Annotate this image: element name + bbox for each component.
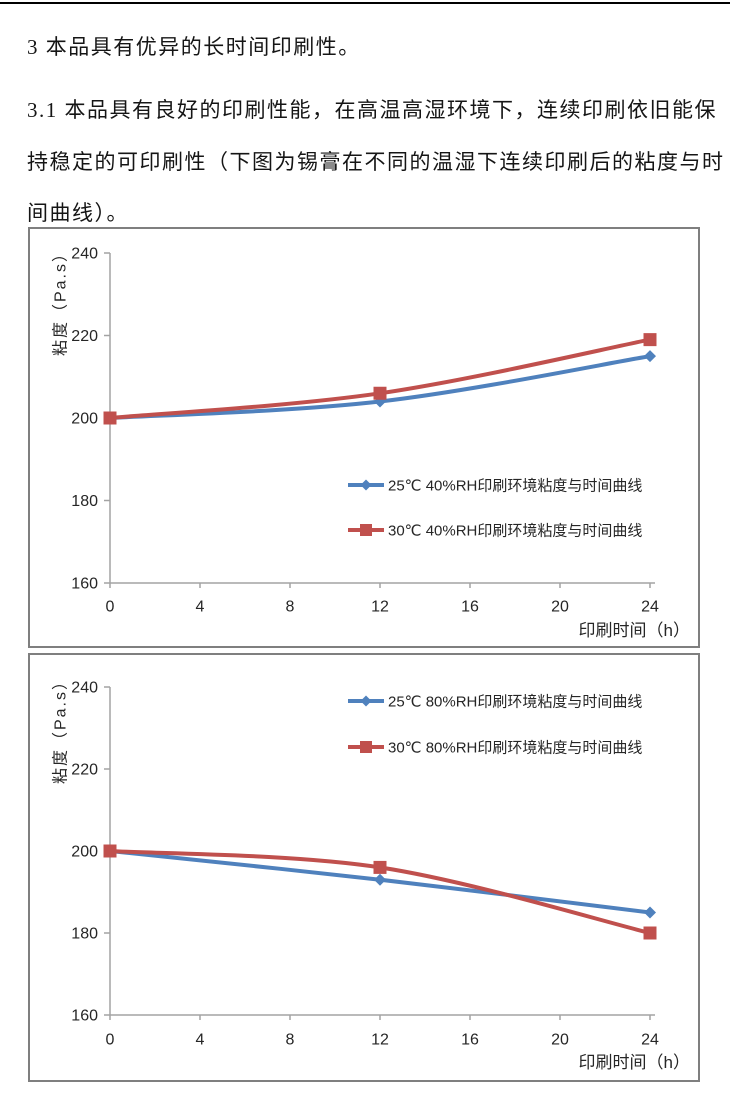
x-tick-label: 12 — [371, 599, 389, 616]
x-tick-label: 0 — [106, 599, 115, 616]
paragraph-body-line-2: 持稳定的可印刷性（下图为锡膏在不同的温湿下连续印刷后的粘度与时 — [27, 150, 725, 174]
y-axis-title: 粘度（Pa.s） — [52, 244, 70, 356]
marker-diamond — [360, 479, 372, 491]
y-tick-label: 180 — [71, 926, 98, 943]
marker-diamond — [644, 906, 656, 919]
x-tick-label: 4 — [196, 599, 205, 616]
marker-diamond — [360, 695, 372, 707]
marker-square — [373, 386, 387, 400]
x-tick-label: 24 — [641, 599, 659, 616]
paragraph-body-line-1: 3.1 本品具有良好的印刷性能，在高温高湿环境下，连续印刷依旧能保 — [27, 98, 717, 122]
marker-diamond — [374, 873, 386, 886]
viscosity-time-chart-80rh: 160 180 200 220 240 0 4 8 12 16 20 24 粘度（Pa.s） 印刷时间（h… — [28, 653, 700, 1082]
y-tick-label: 220 — [71, 328, 98, 345]
x-tick-label: 24 — [641, 1032, 659, 1049]
x-axis-title: 印刷时间（h） — [579, 621, 690, 640]
marker-square — [103, 411, 117, 425]
marker-square — [373, 860, 387, 874]
y-axis-title: 粘度（Pa.s） — [52, 672, 70, 784]
legend-label: 30℃ 40%RH印刷环境粘度与时间曲线 — [388, 521, 642, 539]
legend-label: 30℃ 80%RH印刷环境粘度与时间曲线 — [388, 738, 642, 756]
x-tick-label: 16 — [461, 599, 479, 616]
paragraph-heading: 3 本品具有优异的长时间印刷性。 — [27, 35, 361, 59]
legend-label: 25℃ 40%RH印刷环境粘度与时间曲线 — [388, 476, 642, 494]
x-tick-label: 8 — [286, 599, 295, 616]
marker-square — [643, 926, 657, 940]
marker-square — [643, 333, 657, 347]
y-tick-label: 200 — [71, 411, 98, 428]
x-tick-label: 20 — [551, 1032, 569, 1049]
chart-canvas: 160 180 200 220 240 0 4 8 12 16 20 24 粘度（Pa.s） 印刷时间（h… — [52, 244, 690, 640]
y-tick-label: 220 — [71, 762, 98, 779]
marker-square — [360, 524, 372, 536]
x-tick-label: 8 — [286, 1032, 295, 1049]
y-tick-label: 160 — [71, 1008, 98, 1025]
page-top-border — [0, 2, 730, 4]
marker-diamond — [644, 350, 656, 363]
x-tick-label: 20 — [551, 599, 569, 616]
viscosity-time-chart-40rh: 160 180 200 220 240 0 4 8 12 16 20 24 粘度（Pa.s） 印刷时间（h… — [28, 227, 700, 648]
x-tick-label: 12 — [371, 1032, 389, 1049]
marker-square — [103, 844, 117, 858]
y-tick-label: 200 — [71, 844, 98, 861]
x-tick-label: 0 — [106, 1032, 115, 1049]
marker-square — [360, 741, 372, 753]
x-axis-title: 印刷时间（h） — [579, 1053, 690, 1072]
paragraph-body-line-3: 间曲线）。 — [27, 201, 129, 225]
y-tick-label: 240 — [71, 246, 98, 263]
chart-canvas: 160 180 200 220 240 0 4 8 12 16 20 24 粘度（Pa.s） 印刷时间（h… — [52, 672, 690, 1072]
legend-label: 25℃ 80%RH印刷环境粘度与时间曲线 — [388, 692, 642, 710]
y-tick-label: 180 — [71, 493, 98, 510]
x-tick-label: 4 — [196, 1032, 205, 1049]
x-tick-label: 16 — [461, 1032, 479, 1049]
y-tick-label: 240 — [71, 680, 98, 697]
y-tick-label: 160 — [71, 576, 98, 593]
